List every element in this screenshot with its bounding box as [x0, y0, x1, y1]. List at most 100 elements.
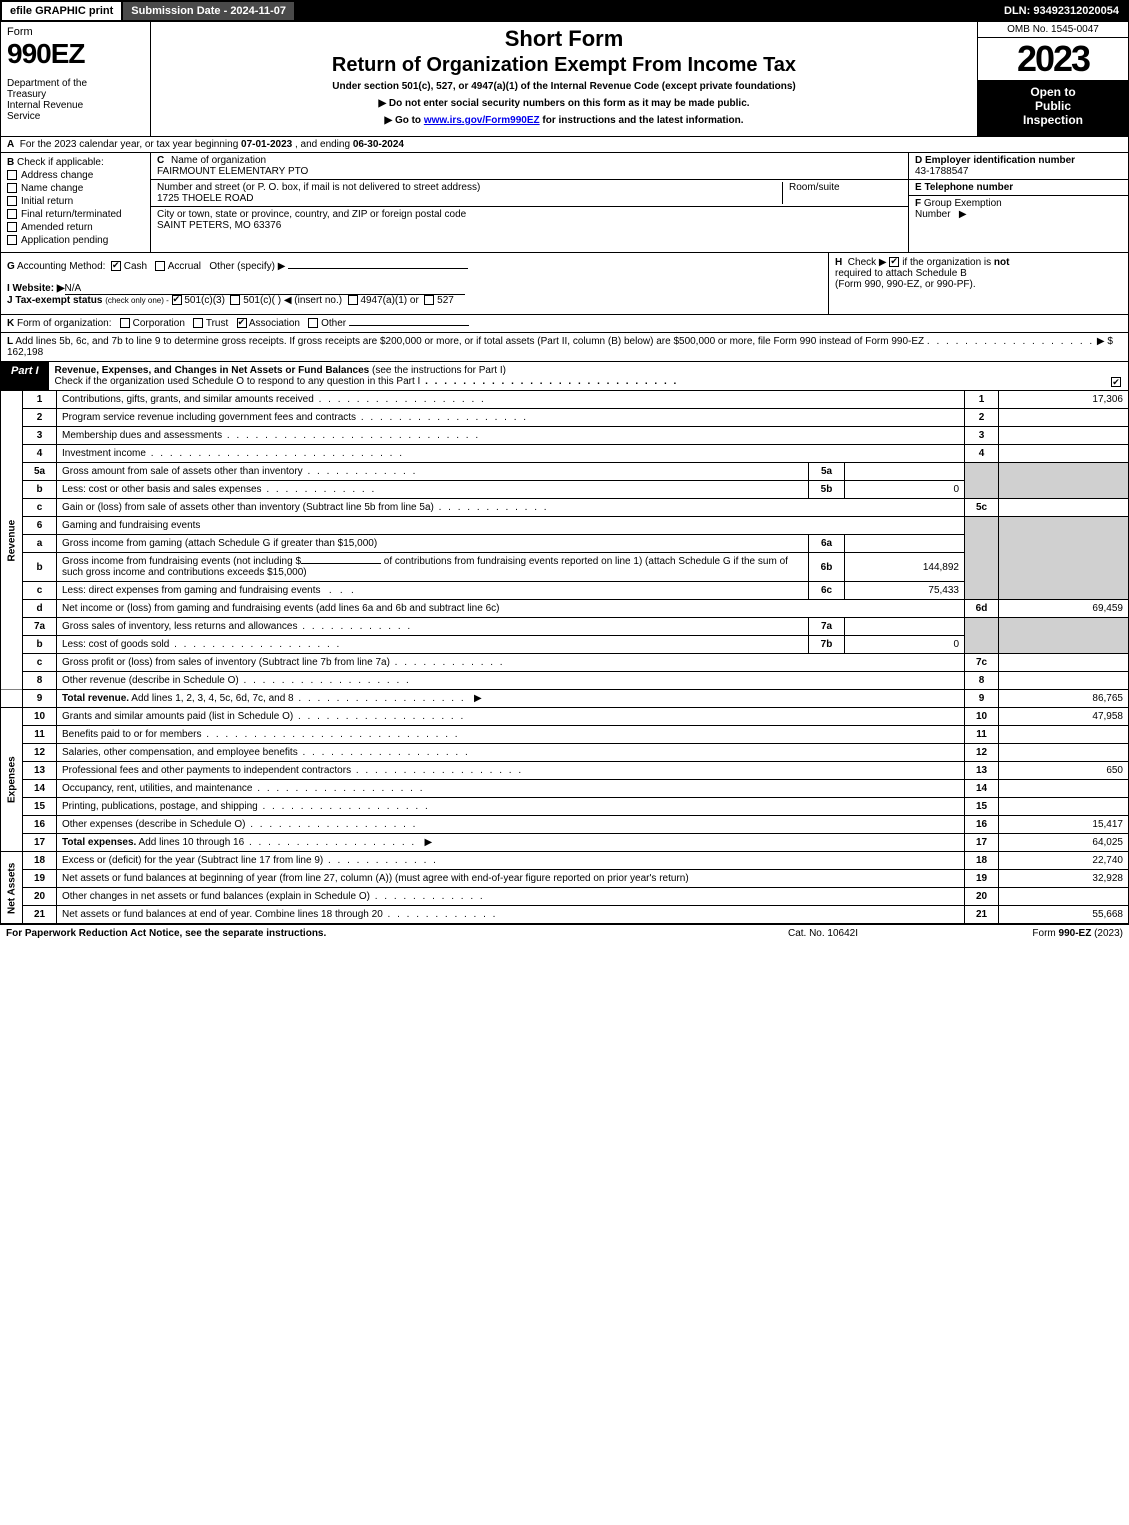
omb-number: OMB No. 1545-0047	[978, 22, 1128, 38]
cb-final-return[interactable]: Final return/terminated	[7, 209, 144, 220]
header-right: OMB No. 1545-0047 2023 Open toPublicInsp…	[978, 22, 1128, 136]
checkbox-icon[interactable]	[7, 235, 17, 245]
row-a-text: For the 2023 calendar year, or tax year …	[17, 139, 404, 150]
line-1-value: 17,306	[999, 391, 1129, 409]
cb-name-change[interactable]: Name change	[7, 183, 144, 194]
short-form-label: Short Form	[159, 26, 969, 52]
cb-schedule-b[interactable]	[889, 257, 899, 267]
part1-header: Part I Revenue, Expenses, and Changes in…	[0, 362, 1129, 391]
efile-print-label[interactable]: efile GRAPHIC print	[2, 2, 121, 20]
line-11: 11 Benefits paid to or for members 11	[1, 726, 1129, 744]
form-subtitle: Under section 501(c), 527, or 4947(a)(1)…	[159, 81, 969, 92]
open-to-public: Open toPublicInspection	[978, 81, 1128, 136]
room-suite: Room/suite	[782, 182, 902, 204]
cb-527[interactable]	[424, 295, 434, 305]
row-h: H Check ▶ if the organization is not req…	[828, 253, 1128, 314]
line-5b: b Less: cost or other basis and sales ex…	[1, 481, 1129, 499]
revenue-vlabel: Revenue	[1, 391, 23, 690]
checkbox-icon[interactable]	[7, 196, 17, 206]
line-5c: c Gain or (loss) from sale of assets oth…	[1, 499, 1129, 517]
checkbox-icon[interactable]	[1111, 377, 1121, 387]
dln-label: DLN: 93492312020054	[996, 2, 1127, 20]
cb-501c3[interactable]	[172, 295, 182, 305]
cb-address-change[interactable]: Address change	[7, 170, 144, 181]
line-3: 3 Membership dues and assessments 3	[1, 427, 1129, 445]
part1-tag: Part I	[1, 362, 49, 390]
instruction-goto: ▶ Go to www.irs.gov/Form990EZ for instru…	[159, 115, 969, 126]
line-6d: d Net income or (loss) from gaming and f…	[1, 600, 1129, 618]
line-21-value: 55,668	[999, 906, 1129, 924]
website-value: N/A	[65, 283, 465, 295]
cb-association[interactable]	[237, 318, 247, 328]
line-16-value: 15,417	[999, 816, 1129, 834]
line-17: 17 Total expenses. Add lines 10 through …	[1, 834, 1129, 852]
org-name: FAIRMOUNT ELEMENTARY PTO	[157, 166, 308, 177]
line-10: Expenses 10 Grants and similar amounts p…	[1, 708, 1129, 726]
cb-initial-return[interactable]: Initial return	[7, 196, 144, 207]
instruction-ssn: ▶ Do not enter social security numbers o…	[159, 98, 969, 109]
section-bcdef: B Check if applicable: Address change Na…	[0, 153, 1129, 253]
cb-corporation[interactable]	[120, 318, 130, 328]
form-ref: Form 990-EZ (2023)	[923, 928, 1123, 939]
row-j-label: J Tax-exempt status	[7, 295, 102, 306]
row-a: A For the 2023 calendar year, or tax yea…	[0, 137, 1129, 153]
line-4: 4 Investment income 4	[1, 445, 1129, 463]
submission-date: Submission Date - 2024-11-07	[123, 2, 294, 20]
row-i-label: I Website: ▶	[7, 283, 65, 294]
line-13-value: 650	[999, 762, 1129, 780]
header-center: Short Form Return of Organization Exempt…	[151, 22, 978, 136]
org-street: 1725 THOELE ROAD	[157, 193, 254, 204]
cb-application-pending[interactable]: Application pending	[7, 235, 144, 246]
ein-label: D Employer identification number	[915, 155, 1075, 166]
cb-cash[interactable]	[111, 261, 121, 271]
netassets-vlabel: Net Assets	[1, 852, 23, 924]
part1-schedule-o-check[interactable]	[1104, 362, 1128, 390]
ein-value: 43-1788547	[915, 166, 968, 177]
form-word: Form	[7, 26, 144, 38]
line-9-value: 86,765	[999, 690, 1129, 708]
department-label: Department of theTreasuryInternal Revenu…	[7, 78, 144, 122]
topbar-spacer	[296, 2, 994, 20]
line-10-value: 47,958	[999, 708, 1129, 726]
row-g: G Accounting Method: Cash Accrual Other …	[1, 253, 828, 314]
line-16: 16 Other expenses (describe in Schedule …	[1, 816, 1129, 834]
line-7a: 7a Gross sales of inventory, less return…	[1, 618, 1129, 636]
line-9: 9 Total revenue. Add lines 1, 2, 3, 4, 5…	[1, 690, 1129, 708]
cb-4947[interactable]	[348, 295, 358, 305]
line-13: 13 Professional fees and other payments …	[1, 762, 1129, 780]
checkbox-icon[interactable]	[7, 170, 17, 180]
line-2: 2 Program service revenue including gove…	[1, 409, 1129, 427]
line-6a: a Gross income from gaming (attach Sched…	[1, 535, 1129, 553]
irs-link[interactable]: www.irs.gov/Form990EZ	[424, 115, 540, 126]
row-gh: G Accounting Method: Cash Accrual Other …	[0, 253, 1129, 315]
line-19: 19 Net assets or fund balances at beginn…	[1, 870, 1129, 888]
line-7b: b Less: cost of goods sold 7b 0	[1, 636, 1129, 654]
cb-amended-return[interactable]: Amended return	[7, 222, 144, 233]
line-19-value: 32,928	[999, 870, 1129, 888]
row-l: L Add lines 5b, 6c, and 7b to line 9 to …	[0, 333, 1129, 362]
form-header: Form 990EZ Department of theTreasuryInte…	[0, 22, 1129, 137]
checkbox-icon[interactable]	[7, 209, 17, 219]
line-14: 14 Occupancy, rent, utilities, and maint…	[1, 780, 1129, 798]
col-b: B Check if applicable: Address change Na…	[1, 153, 151, 252]
cb-other[interactable]	[308, 318, 318, 328]
paperwork-notice: For Paperwork Reduction Act Notice, see …	[6, 928, 723, 939]
line-5a: 5a Gross amount from sale of assets othe…	[1, 463, 1129, 481]
line-20: 20 Other changes in net assets or fund b…	[1, 888, 1129, 906]
line-7c: c Gross profit or (loss) from sales of i…	[1, 654, 1129, 672]
top-bar: efile GRAPHIC print Submission Date - 20…	[0, 0, 1129, 22]
cb-trust[interactable]	[193, 318, 203, 328]
cb-accrual[interactable]	[155, 261, 165, 271]
line-6: 6 Gaming and fundraising events	[1, 517, 1129, 535]
org-city: SAINT PETERS, MO 63376	[157, 220, 281, 231]
expenses-vlabel: Expenses	[1, 708, 23, 852]
lines-table: Revenue 1 Contributions, gifts, grants, …	[0, 391, 1129, 924]
checkbox-icon[interactable]	[7, 183, 17, 193]
part1-title: Revenue, Expenses, and Changes in Net As…	[49, 362, 1104, 390]
catalog-number: Cat. No. 10642I	[723, 928, 923, 939]
cb-501c[interactable]	[230, 295, 240, 305]
tax-year: 2023	[978, 38, 1128, 81]
line-6b: b Gross income from fundraising events (…	[1, 553, 1129, 582]
checkbox-icon[interactable]	[7, 222, 17, 232]
line-6c-value: 75,433	[845, 582, 965, 600]
